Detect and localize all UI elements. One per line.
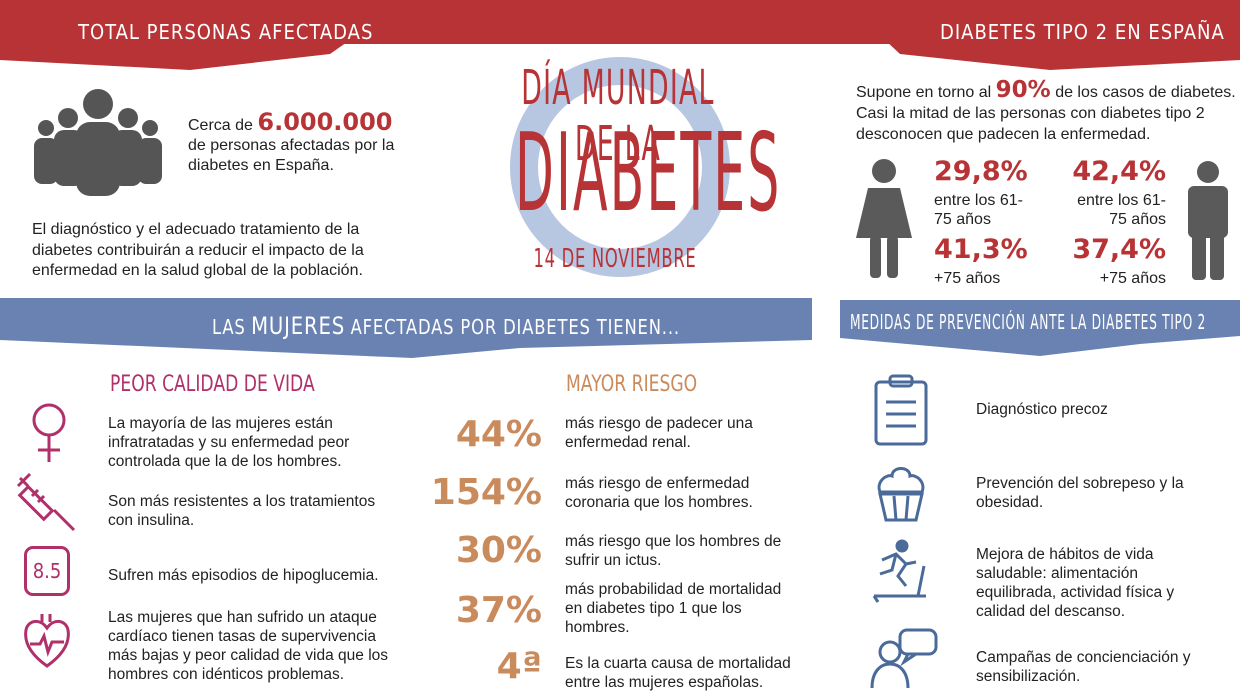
clipboard-icon bbox=[874, 374, 928, 446]
treadmill-icon bbox=[872, 539, 926, 603]
top-band bbox=[0, 0, 1240, 44]
men-stat-1-label: entre los 61-75 años bbox=[1077, 192, 1166, 228]
mujeres-banner: LAS MUJERES AFECTADAS POR DIABETES TIENE… bbox=[212, 312, 680, 340]
men-stat-1-value: 42,4% bbox=[1072, 156, 1166, 187]
women-stat-1-label: entre los 61-75 años bbox=[934, 192, 1023, 228]
calidad-item-4: Las mujeres que han sufrido un ataque ca… bbox=[108, 609, 389, 683]
man-icon bbox=[1188, 161, 1228, 280]
tipo2-intro-post: de los casos de diabetes. bbox=[1055, 84, 1236, 101]
top-banner-shapes bbox=[0, 40, 1240, 70]
title-date: 14 DE NOVIEMBRE bbox=[533, 244, 697, 274]
glucometer-glyph: 8.5 bbox=[32, 559, 62, 583]
riesgo-1-text: más riesgo de padecer una enfermedad ren… bbox=[565, 415, 753, 451]
men-stat-2-value: 37,4% bbox=[1072, 234, 1166, 265]
tipo2-intro-num: 90% bbox=[995, 77, 1051, 103]
prevencion-item-4: Campañas de concienciación y sensibiliza… bbox=[976, 649, 1191, 685]
total-paragraph: El diagnóstico y el adecuado tratamiento… bbox=[32, 221, 364, 279]
riesgo-3-value: 30% bbox=[455, 530, 542, 571]
syringe-icon bbox=[16, 472, 76, 532]
blue-circle-logo bbox=[510, 57, 730, 277]
riesgo-2-value: 154% bbox=[430, 472, 542, 513]
tipo2-intro: Supone en torno al 90% de los casos de d… bbox=[856, 77, 1240, 145]
tipo2-intro-line2: Casi la mitad de las personas con diabet… bbox=[856, 105, 1205, 143]
total-summary: Cerca de 6.000.000 de personas afectadas… bbox=[188, 110, 398, 176]
riesgo-title: MAYOR RIESGO bbox=[566, 372, 698, 397]
people-group-icon bbox=[34, 89, 162, 196]
women-stat-1-value: 29,8% bbox=[934, 156, 1028, 187]
total-number: 6.000.000 bbox=[257, 108, 393, 136]
total-prefix: Cerca de bbox=[188, 117, 253, 134]
prevencion-item-3: Mejora de hábitos de vida saludable: ali… bbox=[976, 546, 1175, 620]
female-symbol-icon bbox=[32, 403, 66, 462]
cupcake-icon bbox=[877, 467, 925, 522]
blue-banner-shapes bbox=[0, 298, 1240, 358]
glucometer-icon: 8.5 bbox=[24, 546, 70, 596]
mujeres-banner-post: AFECTADAS POR DIABETES TIENEN... bbox=[350, 315, 680, 339]
riesgo-4-text: más probabilidad de mortalidad en diabet… bbox=[565, 581, 782, 636]
total-banner-title: TOTAL PERSONAS AFECTADAS bbox=[78, 20, 374, 44]
prevencion-item-1: Diagnóstico precoz bbox=[976, 401, 1108, 418]
prevencion-banner: MEDIDAS DE PREVENCIÓN ANTE LA DIABETES T… bbox=[850, 310, 1206, 334]
woman-icon bbox=[856, 159, 912, 278]
calidad-item-3: Sufren más episodios de hipoglucemia. bbox=[108, 567, 379, 584]
tipo2-intro-pre: Supone en torno al bbox=[856, 84, 992, 101]
riesgo-2-text: más riesgo de enfermedad coronaria que l… bbox=[565, 475, 753, 511]
mujeres-banner-pre: LAS bbox=[212, 315, 246, 339]
riesgo-1-value: 44% bbox=[455, 414, 542, 455]
riesgo-5-value: 4ª bbox=[496, 646, 542, 687]
title-line1: DÍA MUNDIAL DE LA bbox=[521, 60, 715, 172]
prevencion-item-2: Prevención del sobrepeso y la obesidad. bbox=[976, 475, 1184, 511]
heart-icon bbox=[24, 614, 70, 668]
calidad-item-1: La mayoría de las mujeres están infratra… bbox=[108, 415, 350, 470]
riesgo-3-text: más riesgo que los hombres de sufrir un … bbox=[565, 533, 782, 569]
calidad-item-2: Son más resistentes a los tratamientos c… bbox=[108, 493, 376, 529]
tipo2-banner-title: DIABETES TIPO 2 EN ESPAÑA bbox=[940, 20, 1225, 44]
total-rest: de personas afectadas por la diabetes en… bbox=[188, 137, 395, 174]
riesgo-4-value: 37% bbox=[455, 590, 542, 631]
men-stat-2-label: +75 años bbox=[1099, 270, 1166, 287]
riesgo-5-text: Es la cuarta causa de mortalidad entre l… bbox=[565, 655, 791, 691]
title-line2: DIABETES bbox=[515, 111, 782, 236]
women-stat-2-value: 41,3% bbox=[934, 234, 1028, 265]
women-stat-2-label: +75 años bbox=[934, 270, 1001, 287]
speech-bubble-icon bbox=[870, 628, 938, 689]
mujeres-banner-em: MUJERES bbox=[251, 312, 346, 340]
calidad-title: PEOR CALIDAD DE VIDA bbox=[110, 372, 315, 397]
